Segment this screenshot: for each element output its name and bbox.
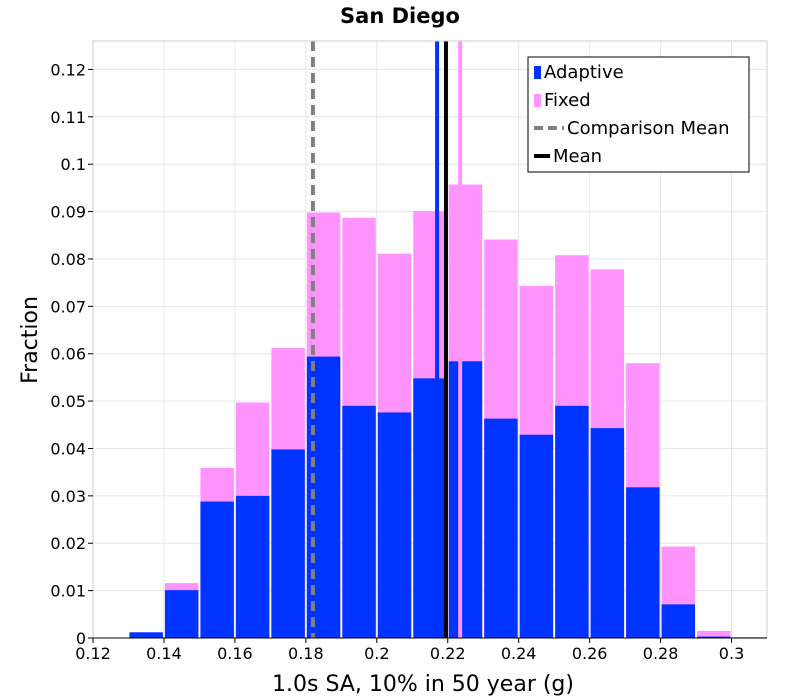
bar-fixed xyxy=(697,630,731,638)
bar-adaptive xyxy=(590,428,625,638)
bar-adaptive xyxy=(519,434,554,638)
y-tick-label: 0.12 xyxy=(50,60,86,79)
x-tick-label: 0.26 xyxy=(572,644,608,663)
bar-adaptive xyxy=(377,412,412,638)
bar-adaptive xyxy=(626,487,660,638)
y-tick-label: 0.11 xyxy=(50,108,86,127)
y-tick-label: 0.01 xyxy=(50,582,86,601)
legend-label: Comparison Mean xyxy=(567,118,730,139)
bar-adaptive xyxy=(200,501,234,638)
y-tick-label: 0.1 xyxy=(61,155,86,174)
y-axis-label: Fraction xyxy=(18,296,43,384)
y-tick-label: 0 xyxy=(76,629,86,648)
y-tick-label: 0.04 xyxy=(50,439,86,458)
bar-adaptive xyxy=(342,405,376,638)
y-tick-label: 0.03 xyxy=(50,487,86,506)
chart-title: San Diego xyxy=(340,4,460,28)
x-tick-label: 0.22 xyxy=(430,644,466,663)
x-tick-label: 0.12 xyxy=(75,644,111,663)
bar-adaptive xyxy=(271,449,305,638)
legend-label: Mean xyxy=(553,146,602,167)
bar-adaptive xyxy=(164,590,199,638)
x-tick-label: 0.18 xyxy=(288,644,324,663)
y-tick-label: 0.05 xyxy=(50,392,86,411)
x-tick-label: 0.2 xyxy=(364,644,389,663)
x-tick-label: 0.3 xyxy=(719,644,744,663)
x-tick-label: 0.24 xyxy=(501,644,537,663)
legend-label: Adaptive xyxy=(544,62,624,83)
y-tick-label: 0.08 xyxy=(50,250,86,269)
legend-box xyxy=(527,56,750,173)
y-tick-label: 0.07 xyxy=(50,297,86,316)
legend: Adaptive Fixed Comparison Mean Mean xyxy=(527,56,750,173)
bar-adaptive xyxy=(484,418,518,638)
legend-label: Fixed xyxy=(544,90,591,111)
bar-adaptive xyxy=(413,378,447,638)
y-tick-label: 0.06 xyxy=(50,345,86,364)
bar-adaptive xyxy=(129,632,163,638)
legend-swatch-adaptive xyxy=(534,66,541,79)
bar-adaptive xyxy=(697,636,731,638)
y-tick-label: 0.09 xyxy=(50,203,86,222)
bar-adaptive xyxy=(661,604,696,638)
x-tick-label: 0.14 xyxy=(146,644,182,663)
x-tick-label: 0.16 xyxy=(217,644,253,663)
bar-adaptive xyxy=(555,405,589,638)
x-axis-label: 1.0s SA, 10% in 50 year (g) xyxy=(272,672,574,697)
bar-adaptive xyxy=(448,361,483,638)
x-tick-label: 0.28 xyxy=(643,644,679,663)
bar-adaptive xyxy=(235,495,270,638)
legend-swatch-fixed xyxy=(534,94,541,107)
y-tick-label: 0.02 xyxy=(50,534,86,553)
